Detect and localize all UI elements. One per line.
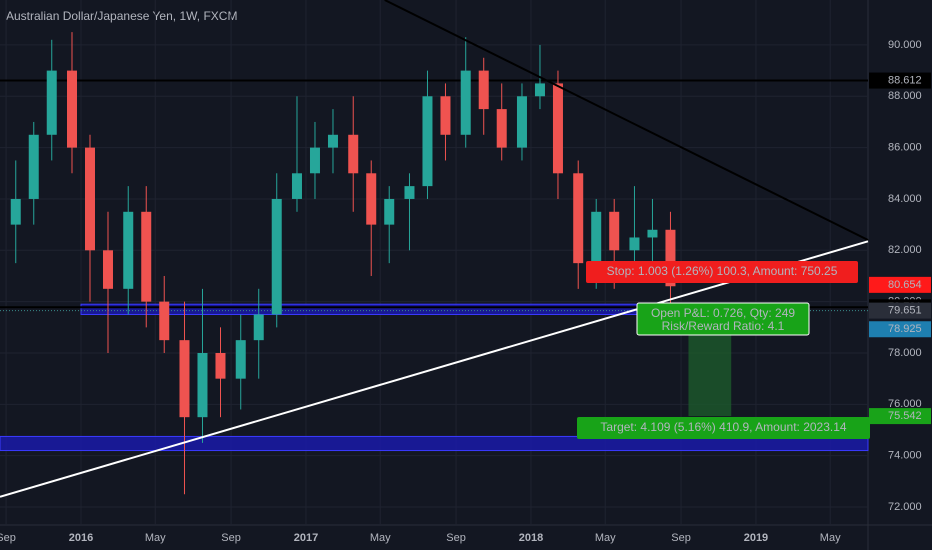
candle-body [327,134,338,148]
price-tag [869,302,931,319]
candle-body [197,352,208,418]
target-box [577,417,870,439]
x-tick-label: May [820,532,841,544]
x-tick-label: Sep [671,532,691,544]
x-tick-label: 2019 [744,532,768,544]
candle-body [404,186,415,199]
price-tag-label: 79.651 [888,305,922,317]
trend-line [384,0,869,241]
y-tick-label: 72.000 [888,501,922,513]
x-tick-label: 2018 [519,532,543,544]
candle-body [271,198,282,315]
price-tag-label: 80.654 [888,279,922,291]
candle-body [348,134,359,174]
candle-body [629,237,640,251]
price-tag-label: 75.542 [888,410,922,422]
target-zone [688,329,732,417]
candle-body [516,96,527,148]
open-box [636,302,810,336]
stop-box [586,261,858,283]
price-tag [869,72,931,89]
candle-body [384,198,395,225]
candle-body [28,134,39,199]
trend-line [0,240,869,498]
x-tick-label: 2016 [69,532,93,544]
x-tick-label: May [145,532,166,544]
candle-body [534,83,545,97]
x-tick-label: 2017 [294,532,318,544]
x-tick-label: May [595,532,616,544]
price-tag [869,321,931,338]
candle-body [422,96,433,187]
stop-label: Stop: 1.003 (1.26%) 100.3, Amount: 750.2… [607,264,838,278]
price-tag-label: 88.612 [888,74,922,86]
candle-body [478,70,489,110]
candle-body [102,250,113,289]
candle-body [552,83,563,174]
candle-body [141,211,152,302]
candle-body [665,229,676,287]
candle-body [591,211,602,264]
y-tick-label: 88.000 [888,90,922,102]
candle-body [84,147,95,251]
candle-body [235,340,246,379]
zone [80,303,680,315]
candle-body [309,147,320,174]
x-tick-label: Sep [0,532,16,544]
y-tick-label: 76.000 [888,398,922,410]
candle-body [460,70,471,135]
candle-body [366,173,377,225]
price-tag [869,408,931,425]
open-label: Risk/Reward Ratio: 4.1 [662,319,785,333]
candle-body [647,229,658,238]
candle-body [46,70,57,135]
candle-body [10,198,21,225]
zone [0,435,869,452]
x-tick-label: Sep [221,532,241,544]
price-tag [869,276,931,293]
candle-body [496,109,507,148]
price-tag-label: 78.925 [888,323,922,335]
y-tick-label: 84.000 [888,193,922,205]
x-tick-label: Sep [446,532,466,544]
candle-body [159,301,170,341]
y-tick-label: 78.000 [888,347,922,359]
candle-body [253,314,264,341]
candle-body [66,70,77,148]
candle-body [215,352,226,379]
candle-body [440,96,451,135]
chart-title: Australian Dollar/Japanese Yen, 1W, FXCM [6,9,237,23]
target-label: Target: 4.109 (5.16%) 410.9, Amount: 202… [600,420,846,434]
open-label: Open P&L: 0.726, Qty: 249 [651,306,795,320]
y-tick-label: 74.000 [888,450,922,462]
y-tick-label: 90.000 [888,39,922,51]
y-tick-label: 86.000 [888,142,922,154]
candle-body [179,340,190,418]
x-tick-label: May [370,532,391,544]
candle-body [573,173,584,264]
candle-body [123,211,134,289]
y-tick-label: 82.000 [888,244,922,256]
candle-body [291,173,302,199]
candle-body [609,211,620,251]
